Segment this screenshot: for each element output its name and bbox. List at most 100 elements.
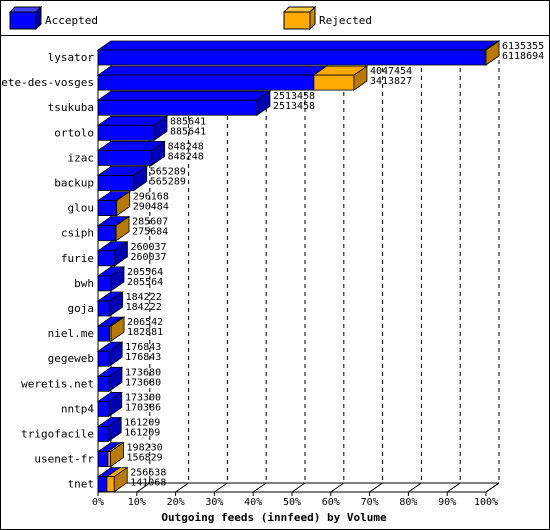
value-label-accepted: 2513458 xyxy=(273,101,315,112)
category-label: nntp4 xyxy=(61,402,94,415)
value-label-rejected: 205564 xyxy=(127,267,163,278)
x-tick-label: 40% xyxy=(244,497,262,508)
value-label-rejected: 565289 xyxy=(150,167,186,178)
legend: Accepted Rejected xyxy=(8,5,372,31)
bar-rejected-front xyxy=(106,476,115,493)
floor-tick xyxy=(214,482,228,493)
bar-rejected-side xyxy=(353,65,368,91)
value-label-accepted: 275684 xyxy=(132,227,168,238)
value-label-rejected: 256638 xyxy=(130,468,166,479)
bar-rejected xyxy=(114,215,131,242)
bar-rejected-side xyxy=(485,40,500,66)
category-label: csiph xyxy=(61,227,94,240)
bar-accepted-side xyxy=(110,266,125,292)
value-label-accepted: 156829 xyxy=(127,453,163,464)
value-label-rejected: 161209 xyxy=(124,418,160,429)
bar-accepted xyxy=(96,391,124,418)
bar-accepted-side xyxy=(133,165,148,192)
value-label-rejected: 184222 xyxy=(126,292,162,303)
bar-accepted-front xyxy=(97,476,108,493)
value-label-rejected: 885641 xyxy=(170,116,206,127)
bar-accepted-side xyxy=(107,416,122,443)
bar-rejected xyxy=(115,190,132,217)
value-label-rejected: 260037 xyxy=(130,242,166,253)
bar-accepted xyxy=(96,241,129,267)
bar-accepted xyxy=(96,291,124,317)
floor-tick xyxy=(446,482,461,493)
bar-accepted-front xyxy=(97,275,112,292)
bar-rejected-front xyxy=(313,74,355,91)
value-label-rejected: 206542 xyxy=(127,317,163,328)
bar-rejected-side xyxy=(116,190,131,217)
value-label-accepted: 260037 xyxy=(130,252,166,263)
bar-row xyxy=(96,316,126,342)
bar-rejected-side xyxy=(110,441,124,468)
bar-accepted-side xyxy=(108,391,123,418)
bar-row xyxy=(96,266,126,292)
bar-row xyxy=(96,341,124,367)
bar-row xyxy=(96,466,129,493)
value-label-accepted: 173680 xyxy=(125,377,161,388)
floor-tick xyxy=(136,482,151,493)
value-label-accepted: 182881 xyxy=(127,327,163,338)
legend-swatch-accepted-side xyxy=(35,5,42,31)
value-label-accepted: 161209 xyxy=(124,428,160,439)
floor-tick xyxy=(291,482,306,493)
legend-swatch-rejected-side xyxy=(309,5,316,31)
floor-tick xyxy=(408,482,422,493)
category-label: tsukuba xyxy=(48,101,94,114)
value-label-rejected: 198230 xyxy=(127,443,163,454)
bar-row xyxy=(96,215,131,242)
bar-rejected xyxy=(105,466,129,493)
x-tick-label: 30% xyxy=(205,497,223,508)
value-label-accepted: 205564 xyxy=(127,277,163,288)
bar-accepted-side xyxy=(256,90,271,116)
x-tick-label: 50% xyxy=(283,497,301,508)
bar-row xyxy=(96,416,123,443)
bars xyxy=(96,40,501,493)
bar-accepted-front xyxy=(97,99,258,116)
bar-row xyxy=(96,65,369,91)
value-label-accepted: 170386 xyxy=(125,402,161,413)
x-tick-label: 70% xyxy=(361,497,379,508)
value-label-accepted: 3413827 xyxy=(370,76,412,87)
floor-tick xyxy=(330,482,345,493)
bar-accepted-front xyxy=(97,300,111,317)
bar-accepted xyxy=(96,65,329,91)
category-label: trigofacile xyxy=(21,428,94,441)
legend-label-accepted: Accepted xyxy=(45,14,98,27)
bar-accepted xyxy=(96,140,166,167)
bar-row xyxy=(96,165,149,192)
category-label: ortolo xyxy=(54,126,94,139)
bar-rejected-side xyxy=(113,466,128,493)
x-axis-title: Outgoing feeds (innfeed) by Volume xyxy=(161,511,387,524)
bar-accepted-side xyxy=(108,341,123,367)
bar-row xyxy=(96,366,124,393)
bar-accepted-front xyxy=(97,124,155,141)
category-label: furie xyxy=(61,252,94,265)
value-label-accepted: 184222 xyxy=(126,302,162,313)
bar-accepted-front xyxy=(97,74,315,91)
bar-row xyxy=(96,115,169,142)
bar-rejected xyxy=(106,441,125,468)
floor-tick xyxy=(485,482,500,493)
bar-accepted-top xyxy=(96,40,500,51)
gridlines xyxy=(149,44,500,483)
value-label-accepted: 885641 xyxy=(170,126,206,137)
legend-label-rejected: Rejected xyxy=(319,14,372,27)
category-label: niel.me xyxy=(48,327,94,340)
x-tick-label: 90% xyxy=(438,497,456,508)
category-label: izac xyxy=(68,151,95,164)
bar-accepted-top xyxy=(96,90,272,101)
bar-row xyxy=(96,140,166,167)
bar-accepted-front xyxy=(97,400,110,417)
bar-accepted-front xyxy=(97,426,109,442)
bar-row xyxy=(96,441,125,468)
x-tick-labels: 0% 10% 20% 30% 40% 50% 60% 70% 80% 90% 100% xyxy=(92,497,498,508)
category-label: bwh xyxy=(74,277,94,290)
bar-rejected-side xyxy=(115,215,130,242)
value-label-accepted: 848248 xyxy=(168,151,204,162)
value-label-rejected: 296168 xyxy=(133,192,169,203)
legend-item-accepted: Accepted xyxy=(8,5,98,31)
value-label-rejected: 173680 xyxy=(125,367,161,378)
